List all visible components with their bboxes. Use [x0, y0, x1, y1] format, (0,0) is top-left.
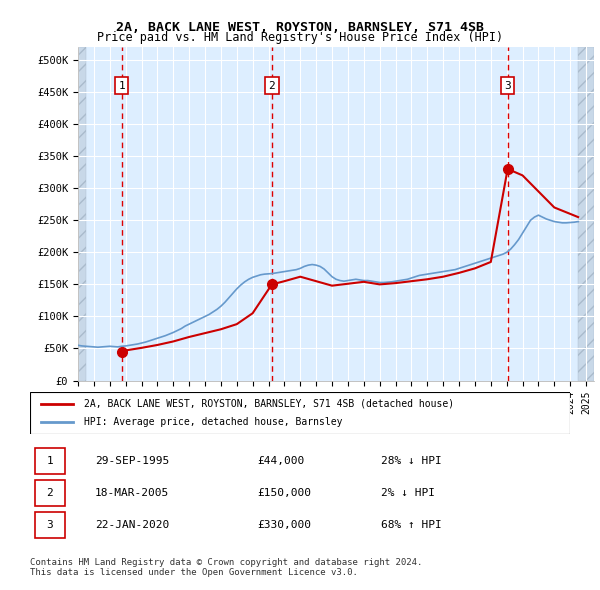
Text: £150,000: £150,000: [257, 488, 311, 497]
Text: £44,000: £44,000: [257, 455, 304, 466]
Text: Price paid vs. HM Land Registry's House Price Index (HPI): Price paid vs. HM Land Registry's House …: [97, 31, 503, 44]
Text: HPI: Average price, detached house, Barnsley: HPI: Average price, detached house, Barn…: [84, 417, 343, 427]
Text: 28% ↓ HPI: 28% ↓ HPI: [381, 455, 442, 466]
Text: 2A, BACK LANE WEST, ROYSTON, BARNSLEY, S71 4SB: 2A, BACK LANE WEST, ROYSTON, BARNSLEY, S…: [116, 21, 484, 34]
Text: 3: 3: [504, 81, 511, 91]
FancyBboxPatch shape: [35, 480, 65, 506]
Text: 2: 2: [268, 81, 275, 91]
Text: 1: 1: [47, 455, 53, 466]
Text: 2A, BACK LANE WEST, ROYSTON, BARNSLEY, S71 4SB (detached house): 2A, BACK LANE WEST, ROYSTON, BARNSLEY, S…: [84, 399, 454, 409]
Text: £330,000: £330,000: [257, 520, 311, 530]
Text: 2: 2: [47, 488, 53, 497]
FancyBboxPatch shape: [35, 447, 65, 474]
Text: 1: 1: [118, 81, 125, 91]
FancyBboxPatch shape: [35, 512, 65, 538]
Text: 68% ↑ HPI: 68% ↑ HPI: [381, 520, 442, 530]
Text: 29-SEP-1995: 29-SEP-1995: [95, 455, 169, 466]
Text: 22-JAN-2020: 22-JAN-2020: [95, 520, 169, 530]
Text: 18-MAR-2005: 18-MAR-2005: [95, 488, 169, 497]
Text: Contains HM Land Registry data © Crown copyright and database right 2024.
This d: Contains HM Land Registry data © Crown c…: [30, 558, 422, 577]
Bar: [578, 47, 594, 381]
Text: 3: 3: [47, 520, 53, 530]
FancyBboxPatch shape: [30, 392, 570, 434]
Text: 2% ↓ HPI: 2% ↓ HPI: [381, 488, 435, 497]
Bar: [78, 47, 86, 381]
